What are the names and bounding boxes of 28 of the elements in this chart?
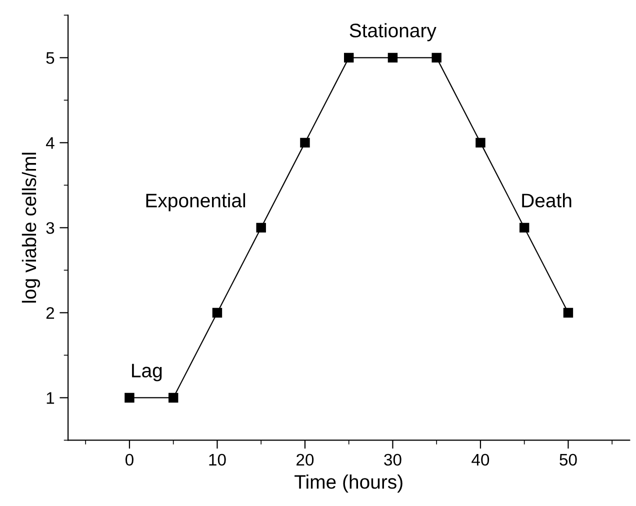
point	[300, 138, 310, 148]
x-tick-label: 0	[125, 454, 134, 466]
annotation: Death	[522, 193, 572, 208]
x-tick-label: 40	[472, 454, 490, 466]
y-axis-title: log viable cells/ml	[22, 152, 40, 303]
point	[476, 138, 486, 148]
y-tick-label: 4	[46, 137, 54, 149]
point	[388, 52, 398, 63]
x-tick-label: 20	[296, 454, 314, 466]
point	[563, 308, 574, 318]
annotation: Lag	[132, 364, 162, 382]
point	[124, 392, 134, 403]
y-tick-label: 5	[46, 52, 54, 64]
annotation: Stationary	[350, 23, 436, 42]
annotation: Exponential	[146, 193, 246, 212]
y-tick-label: 1	[46, 392, 54, 404]
point	[168, 392, 178, 403]
point	[519, 222, 530, 233]
point	[432, 52, 442, 63]
y-tick-label: 3	[46, 222, 54, 234]
point	[256, 222, 266, 233]
point	[212, 308, 222, 318]
x-tick-label: 50	[560, 454, 577, 466]
point	[344, 52, 354, 63]
y-tick-label: 2	[46, 307, 54, 319]
x-tick-label: 10	[209, 454, 226, 466]
x-tick-label: 30	[384, 454, 402, 466]
x-axis-title: Time (hours)	[294, 474, 402, 493]
